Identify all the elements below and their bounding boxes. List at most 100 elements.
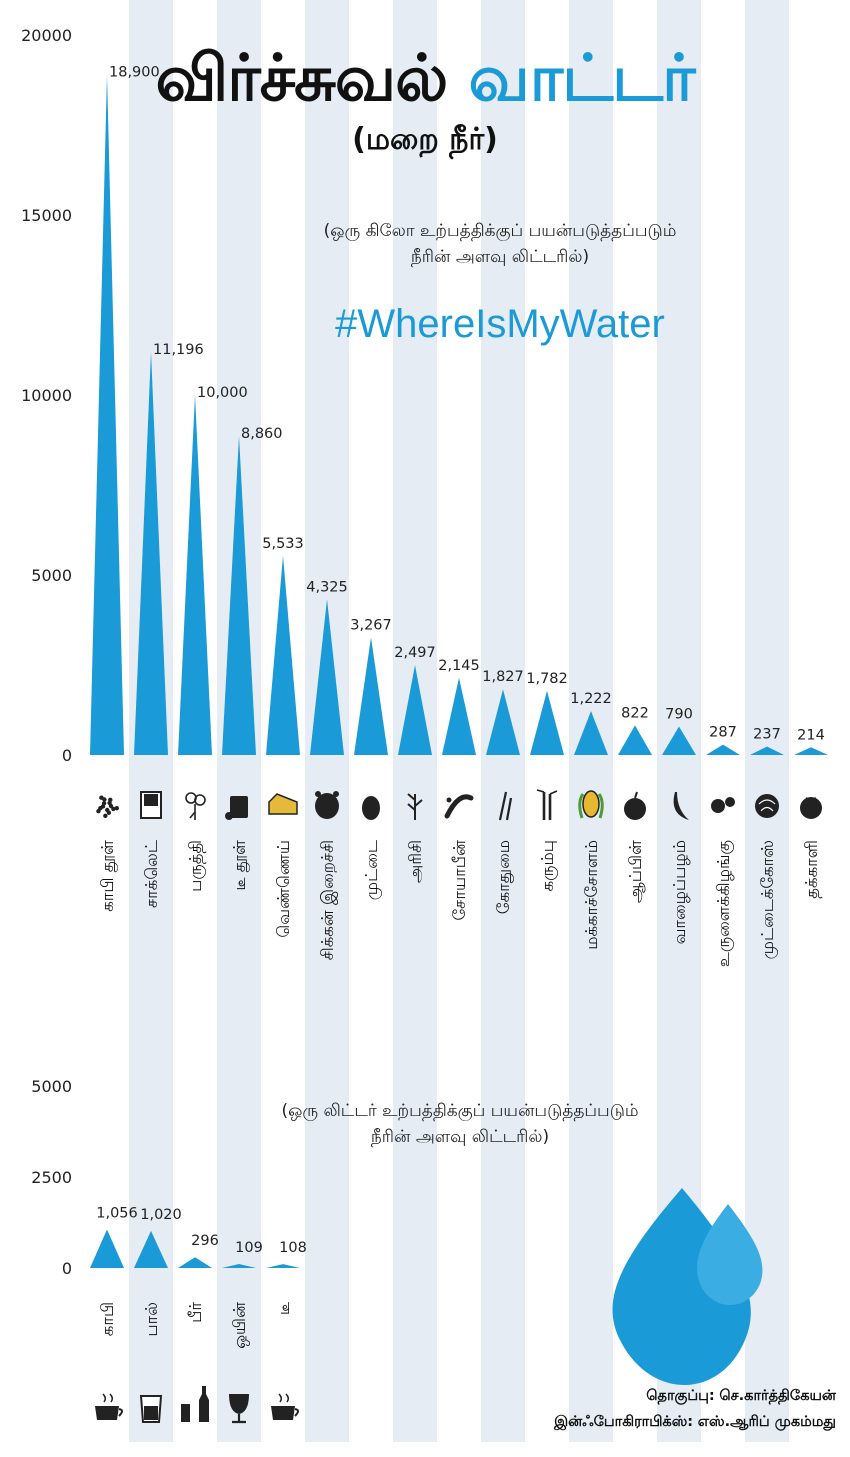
chart1-bar [266,555,300,755]
banana-icon [673,792,689,820]
chart1-category-label: பருத்தி [186,840,206,892]
top-note-line2: நீரின் அளவு லிட்டரில்) [410,247,590,267]
chart2-category-label: டீ [274,1301,293,1315]
chart2-data-label: 1,056 [96,1206,138,1222]
chart2-data-label: 1,020 [140,1207,182,1223]
chart2-data-label: 109 [235,1240,263,1256]
wheat-icon [498,791,513,821]
chart2-ytick-label: 5000 [31,1077,72,1096]
chart1-category-label: கோதுமை [494,840,514,914]
milk-glass-icon [139,1395,163,1423]
chart-layer: 20000 15000 10000 5000 0 18,900 காபி தூள் 11,19… [21,0,828,1442]
chart1-ytick-label: 20000 [21,26,72,45]
chart1-category-label: உருளைக்கிழங்கு [714,840,734,968]
chart1-data-label: 1,782 [526,671,568,687]
credit-compiled-label: தொகுப்பு: [646,1388,715,1404]
chart2-bar [222,1264,256,1268]
apple-icon [624,791,646,820]
potato-icon [711,797,735,813]
chart1-ytick-label: 10000 [21,386,72,405]
title-part2: வாட்டர் [468,42,696,116]
beer-bottle-icon [181,1386,209,1422]
chart1-bar [90,74,124,756]
chart1-ytick-label: 5000 [31,566,72,585]
tomato-icon [800,797,822,819]
chart2-category-label: பீர் [186,1302,205,1323]
column-stripe-8 [745,0,789,1442]
chart1-data-label: 214 [797,727,825,743]
chart1-bar [662,726,696,755]
chart1-bar [530,690,564,755]
egg-icon [362,796,380,820]
chart1-bar [750,746,784,755]
chart1-bar [442,677,476,755]
chart1-bar [134,351,168,755]
chart1-data-label: 2,497 [394,645,436,661]
hashtag: #WhereIsMyWater [335,302,665,346]
chart1-data-label: 11,196 [153,342,204,358]
top-chart-note: (ஒரு கிலோ உற்பத்திக்குப் பயன்படுத்தப்படு… [220,218,780,270]
chart1-data-label: 3,267 [350,617,392,633]
chart1-category-label: மக்காச்சோளம் [582,840,601,950]
credit-compiled: தொகுப்பு: செ.கார்த்திகேயன் [554,1383,836,1409]
chart1-category-label: முட்டைக்கோஸ் [758,840,778,960]
title-part1: விர்ச்சுவல் [155,42,448,116]
corn-icon [578,790,604,819]
soybean-icon [444,794,474,819]
chart1-category-label: கரும்பு [538,840,558,891]
chart1-bar [354,637,388,755]
chart1-category-label: சாக்லெட் [142,839,161,908]
chart1-category-label: தக்காளி [802,840,821,899]
chart1-data-label: 287 [709,725,737,741]
top-note-line1: (ஒரு கிலோ உற்பத்திக்குப் பயன்படுத்தப்படு… [323,221,677,241]
chart1-category-label: ஆப்பிள் [626,839,645,903]
chart1-data-label: 8,860 [241,426,283,442]
chart1-category-label: முட்டை [362,839,382,900]
chart1-category-label: வாழைப்பழம் [670,840,689,944]
water-drops-icon [612,1188,763,1385]
chart1-bar [178,395,212,755]
chart1-category-label: காபி தூள் [98,839,118,912]
cotton-icon [185,792,206,820]
rice-icon [407,793,423,820]
credit-infographics: இன்ஃபோகிராபிக்ஸ்: எஸ்.ஆரிப் முகம்மது [554,1409,836,1435]
cabbage-icon [755,794,779,818]
credit-infographics-label: இன்ஃபோகிராபிக்ஸ்: [554,1414,694,1430]
chart1-category-label: சோயாபீன் [450,839,469,921]
tea-cup-icon [271,1393,299,1420]
chart1-bar [486,689,520,755]
chart2-bar [266,1264,300,1268]
sugarcane-icon [536,789,558,820]
chart1-bar [618,725,652,755]
chart2-ytick-label: 2500 [31,1168,72,1187]
chart2-bar [178,1257,212,1268]
subtitle: (மறை நீர்) [352,122,498,157]
chart2-bar [134,1230,168,1268]
chart1-data-label: 18,900 [109,65,160,81]
chart1-ytick-label: 0 [62,746,72,765]
chart1-data-label: 1,222 [570,691,612,707]
credit-infographics-name: எஸ்.ஆரிப் முகம்மது [697,1414,836,1430]
chart1-category-label: அரிசி [406,840,425,883]
chart2-ytick-label: 0 [62,1259,72,1278]
chart2-category-label: ஒயின் [230,1301,249,1349]
wine-glass-icon [229,1394,249,1424]
chart1-bar [794,747,828,755]
butter-icon [268,793,298,815]
bottom-chart-note: (ஒரு லிட்டர் உற்பத்திக்குப் பயன்படுத்தப்… [200,1098,720,1150]
chart1-data-label: 237 [753,726,781,742]
chocolate-icon [140,791,162,819]
chart1-data-label: 790 [665,707,693,723]
chicken-icon [315,791,339,819]
chart1-category-label: டீ தூள் [230,839,250,891]
chart1-bar [398,665,432,755]
chart1-data-label: 5,533 [262,536,304,552]
chart2-data-label: 108 [279,1240,307,1256]
chart1-data-label: 1,827 [482,669,524,685]
chart2-data-label: 296 [191,1233,219,1249]
chart2-bar [90,1229,124,1268]
chart1-bar [574,711,608,755]
coffee-powder-icon [96,795,119,819]
credits: தொகுப்பு: செ.கார்த்திகேயன் இன்ஃபோகிராபிக… [554,1383,836,1435]
